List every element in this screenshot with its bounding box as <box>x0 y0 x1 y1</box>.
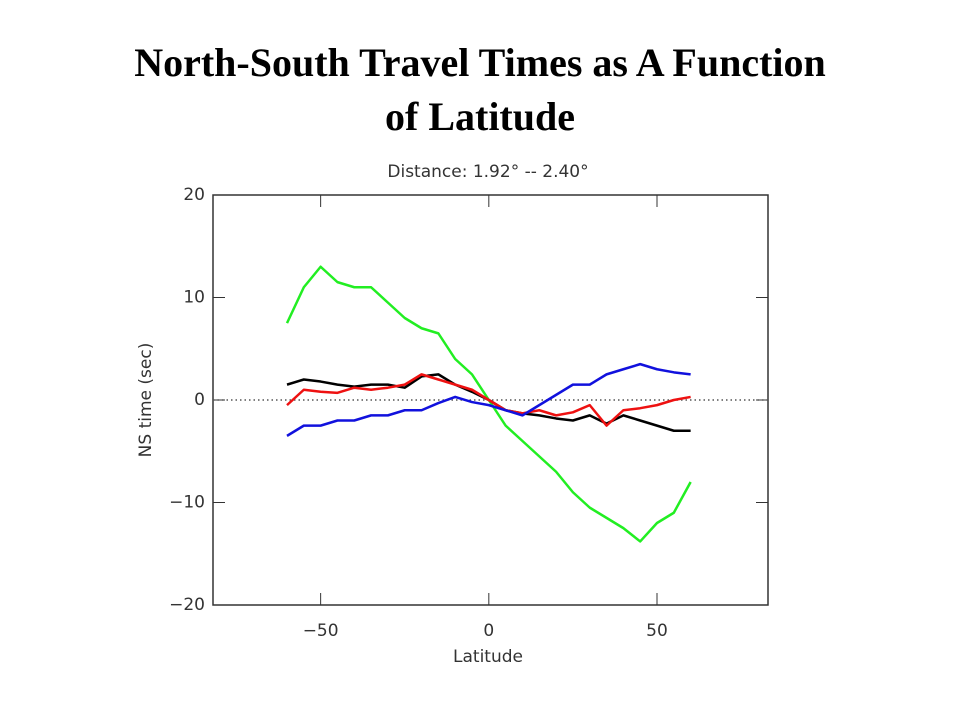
x-tick-label: 0 <box>483 621 494 641</box>
y-tick-label: 0 <box>194 390 205 410</box>
y-tick-label: 20 <box>183 185 205 205</box>
y-tick-label: −10 <box>169 493 205 513</box>
x-axis-label: Latitude <box>453 647 523 667</box>
series-line <box>286 362 691 437</box>
y-tick-label: 10 <box>183 288 205 308</box>
chart-title: Distance: 1.92° -- 2.40° <box>387 162 588 182</box>
series-line <box>286 373 691 427</box>
y-axis-label: NS time (sec) <box>136 343 156 458</box>
series-line <box>286 373 691 432</box>
x-tick-label: −50 <box>303 621 339 641</box>
y-tick-label: −20 <box>169 595 205 615</box>
slide-title: North-South Travel Times as A Function o… <box>134 40 826 139</box>
x-tick-label: 50 <box>646 621 668 641</box>
